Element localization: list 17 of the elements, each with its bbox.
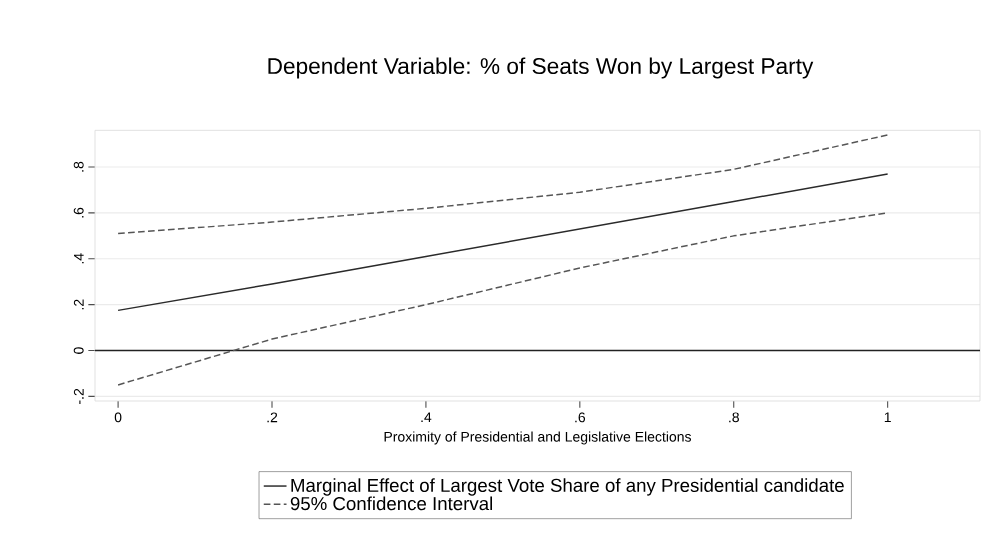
chart-title: Dependent Variable: % of Seats Won by Largest Party — [268, 57, 814, 79]
x-tick-label: 1 — [884, 412, 891, 422]
x-tick-label: .4 — [421, 412, 432, 422]
y-tick-label: -.2 — [73, 388, 84, 404]
y-tick-label: .4 — [74, 253, 84, 264]
line-series — [117, 134, 889, 235]
legend-label: 95% Confidence Interval — [290, 496, 493, 511]
x-tick-label: .2 — [267, 412, 278, 423]
x-tick-label: .8 — [729, 412, 739, 423]
y-tick-label: .2 — [73, 299, 84, 310]
legend-label: Marginal Effect of Largest Vote Share of any Presidential candidate — [291, 478, 844, 496]
y-tick-label: 0 — [73, 347, 84, 354]
x-axis-title: Proximity of Presidential and Legislative Elections — [384, 431, 691, 445]
y-tick-label: .6 — [73, 207, 84, 218]
x-tick-label: .6 — [575, 412, 586, 423]
y-tick-label: .8 — [73, 161, 84, 172]
x-tick-label: 0 — [114, 412, 122, 423]
